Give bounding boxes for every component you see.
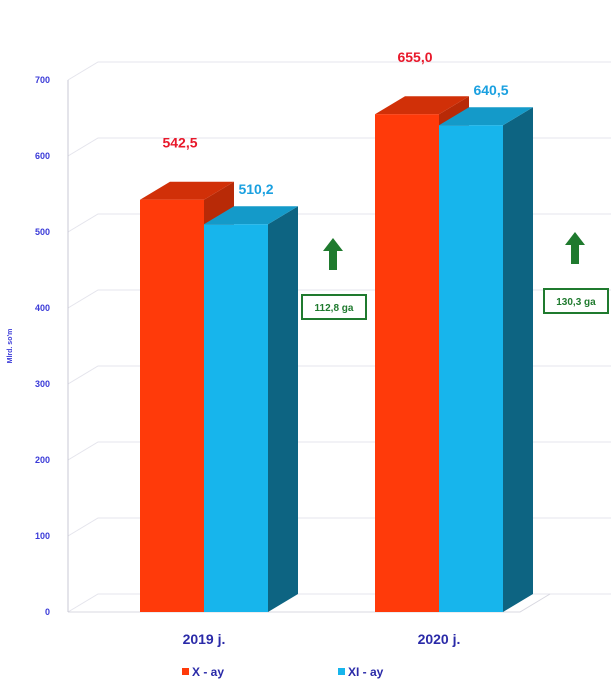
legend-swatch [182,668,189,675]
data-label: 655,0 [397,49,432,65]
bar-side [268,206,298,613]
data-label: 640,5 [473,82,508,98]
gridline [67,61,611,81]
up-arrow-icon [323,238,343,270]
legend-label: XI - ay [348,665,384,679]
annotation-box [301,294,367,320]
y-tick-label: 400 [35,303,50,313]
bar-top [439,107,533,126]
y-tick-label: 100 [35,531,50,541]
bar-side [503,107,533,612]
bar-front [204,224,268,613]
y-tick-label: 600 [35,151,50,161]
y-tick-label: 700 [35,75,50,85]
growth-annotation: 130,3 ga [543,232,609,314]
annotation-text: 130,3 ga [556,297,596,308]
growth-annotation: 112,8 ga [301,238,367,320]
up-arrow-icon [565,232,585,264]
y-tick-label: 500 [35,227,50,237]
x-tick-label: 2020 j. [418,631,461,647]
bar-top [140,181,234,200]
bar-top [204,206,298,225]
bar [439,107,533,612]
bar-top [375,96,469,115]
legend-item: X - ay [182,665,224,679]
legend-item: XI - ay [338,665,384,679]
y-axis-label: Mlrd. so'm [7,329,14,364]
bar-front [439,125,503,612]
grid [67,61,611,613]
y-tick-label: 300 [35,379,50,389]
y-axis: 0 100 200 300 400 500 600 700 Mlrd. so'm 2019 j. 2… [7,75,460,647]
annotation-box [543,288,609,314]
bar-front [375,114,439,612]
data-label: 510,2 [238,181,273,197]
y-tick-label: 200 [35,455,50,465]
data-labels: 542,5 510,2 655,0 640,5 [162,49,508,197]
annotation-text: 112,8 ga [315,303,354,314]
bar [204,206,298,613]
legend-label: X - ay [192,665,224,679]
bar-front [140,199,204,612]
y-tick-label: 0 [45,607,50,617]
data-label: 542,5 [162,135,197,151]
legend: X - ay XI - ay [182,665,384,679]
bars [140,96,533,613]
legend-swatch [338,668,345,675]
annotations: 112,8 ga 130,3 ga [301,232,609,320]
x-tick-label: 2019 j. [183,631,226,647]
